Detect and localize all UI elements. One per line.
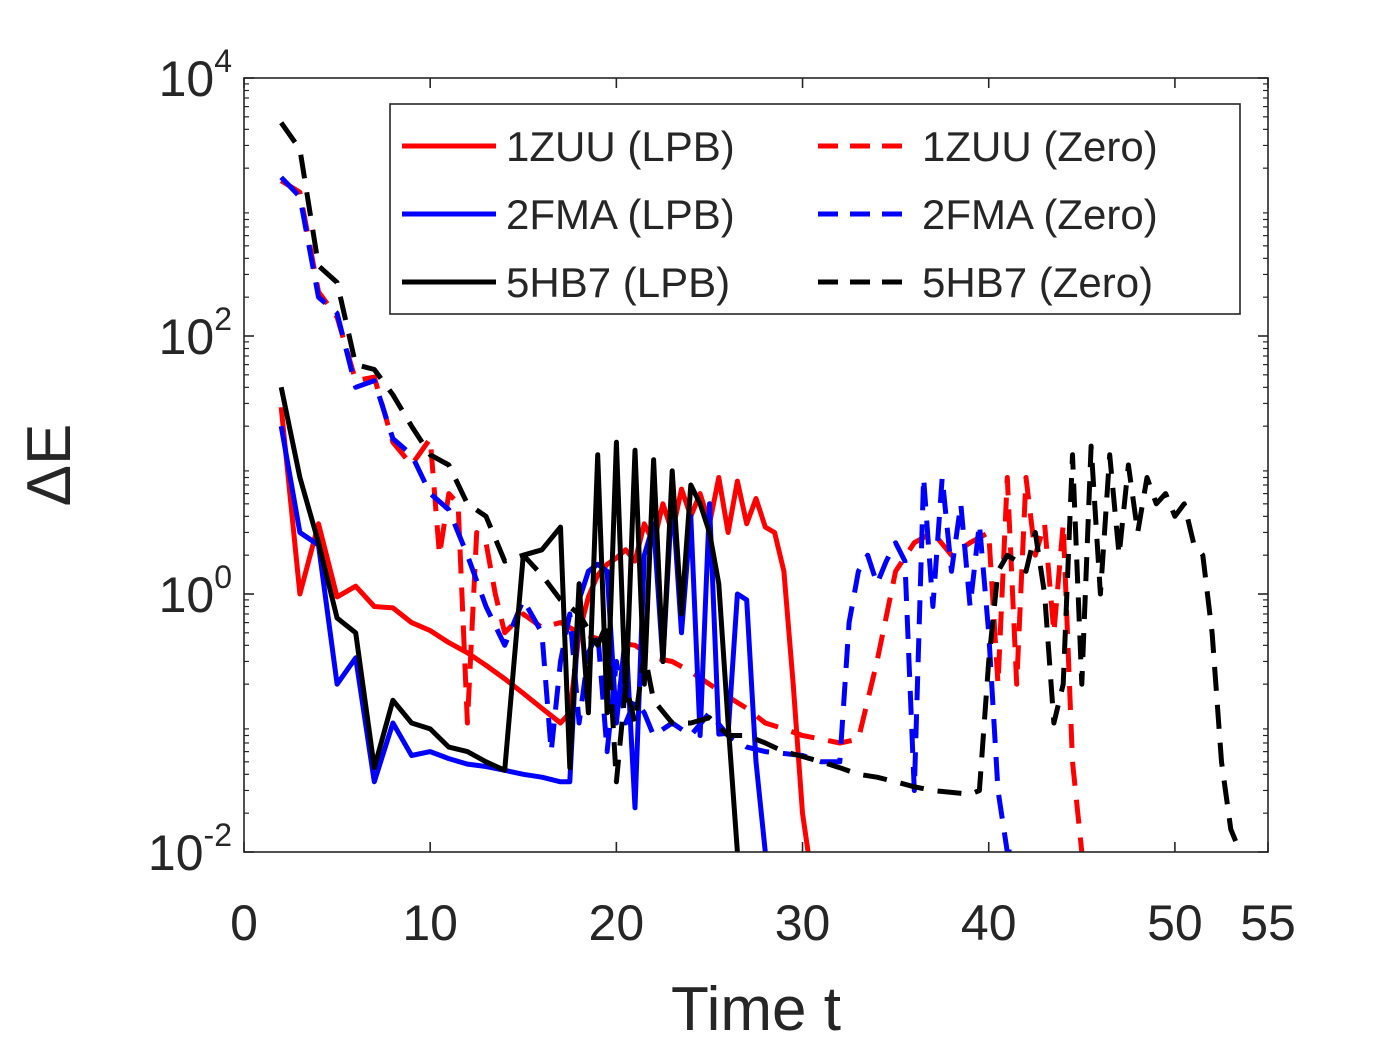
x-tick-label-0: 0 bbox=[230, 895, 258, 951]
y-tick-label-exponent-1: 0 bbox=[214, 559, 232, 595]
x-axis-title: Time t bbox=[671, 975, 841, 1044]
y-tick-label-2: 102 bbox=[159, 301, 232, 365]
y-tick-label-exponent-0: -2 bbox=[204, 817, 232, 853]
legend-label-0: 1ZUU (LPB) bbox=[506, 123, 735, 170]
x-tick-label-6: 55 bbox=[1240, 895, 1296, 951]
plot-area-frame bbox=[243, 77, 1269, 853]
legend-label-2: 2FMA (LPB) bbox=[506, 191, 735, 238]
series-line-4 bbox=[278, 386, 740, 852]
legend-label-1: 1ZUU (Zero) bbox=[922, 123, 1158, 170]
y-tick-label-exponent-2: 2 bbox=[214, 301, 232, 337]
series-line-1 bbox=[279, 178, 1085, 852]
y-tick-label-3: 104 bbox=[159, 43, 232, 107]
legend-label-3: 2FMA (Zero) bbox=[922, 191, 1158, 238]
x-tick-label-5: 50 bbox=[1147, 895, 1203, 951]
y-tick-label-base-3: 10 bbox=[159, 51, 215, 107]
legend: 1ZUU (LPB) 1ZUU (Zero) 2FMA (LPB) 2FMA (Zer… bbox=[389, 103, 1241, 315]
legend-label-4: 5HB7 (LPB) bbox=[506, 259, 730, 306]
series-line-5 bbox=[279, 121, 1243, 852]
y-tick-label-base-1: 10 bbox=[159, 567, 215, 623]
series-line-0 bbox=[278, 407, 811, 852]
legend-box bbox=[389, 103, 1241, 315]
y-tick-label-exponent-3: 4 bbox=[214, 43, 232, 79]
y-tick-label-1: 100 bbox=[159, 559, 232, 623]
series-line-3 bbox=[279, 175, 1017, 852]
y-tick-label-base-2: 10 bbox=[159, 309, 215, 365]
x-tick-label-4: 40 bbox=[961, 895, 1017, 951]
y-tick-label-0: 10-2 bbox=[148, 817, 232, 881]
x-tick-label-2: 20 bbox=[589, 895, 645, 951]
x-tick-label-1: 10 bbox=[402, 895, 458, 951]
y-tick-label-base-0: 10 bbox=[148, 825, 204, 881]
legend-label-5: 5HB7 (Zero) bbox=[922, 259, 1153, 306]
series-layer bbox=[278, 121, 1243, 852]
y-axis-title: ΔE bbox=[15, 424, 84, 507]
x-tick-label-3: 30 bbox=[775, 895, 831, 951]
